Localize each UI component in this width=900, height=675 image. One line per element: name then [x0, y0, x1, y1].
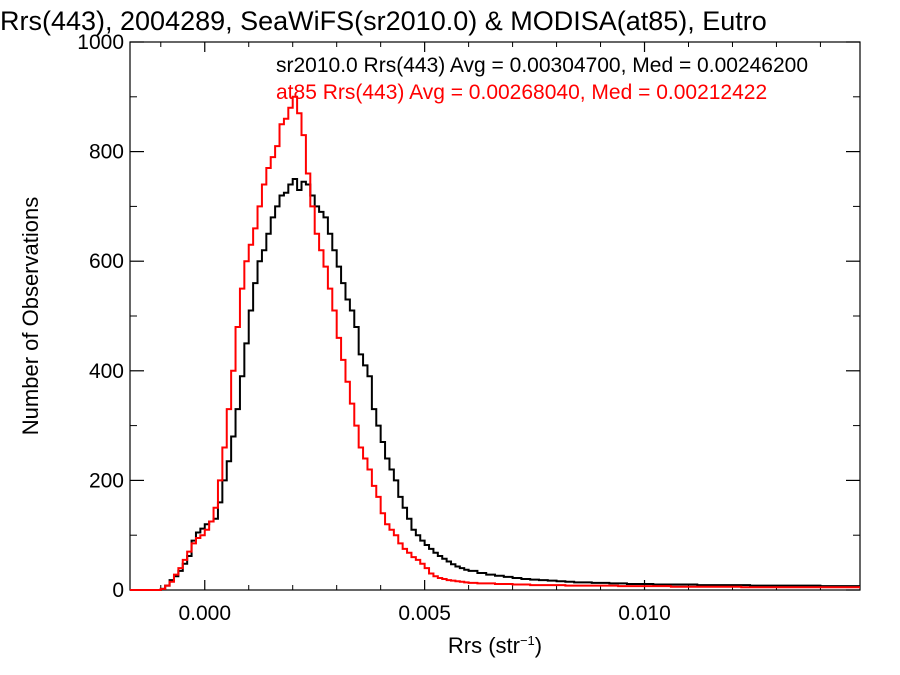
y-tick-label: 800	[89, 141, 124, 164]
y-tick-label: 400	[89, 360, 124, 383]
legend-entry-sr2010: sr2010.0 Rrs(443) Avg = 0.00304700, Med …	[276, 54, 808, 77]
y-tick-label: 0	[112, 579, 124, 602]
x-tick-label: 0.005	[398, 602, 451, 625]
y-tick-label: 600	[89, 250, 124, 273]
legend-entry-at85: at85 Rrs(443) Avg = 0.00268040, Med = 0.…	[276, 81, 767, 104]
x-axis-label: Rrs (str−1)	[448, 633, 542, 658]
x-tick-label: 0.010	[618, 602, 671, 625]
tick-marks	[130, 41, 860, 591]
series-layer	[130, 95, 860, 591]
y-axis-label: Number of Observations	[18, 197, 43, 435]
series-line-sr2010	[130, 178, 860, 591]
x-tick-label: 0.000	[178, 602, 231, 625]
series-line-at85	[130, 95, 860, 591]
chart-title: Rrs(443), 2004289, SeaWiFS(sr2010.0) & M…	[0, 6, 767, 36]
x-axis-label-main: Rrs (str	[448, 633, 520, 658]
x-axis-label-superscript: −1	[520, 633, 535, 648]
y-tick-label: 200	[89, 469, 124, 492]
x-axis-label-close: )	[535, 633, 542, 658]
y-tick-label: 1000	[77, 31, 124, 54]
